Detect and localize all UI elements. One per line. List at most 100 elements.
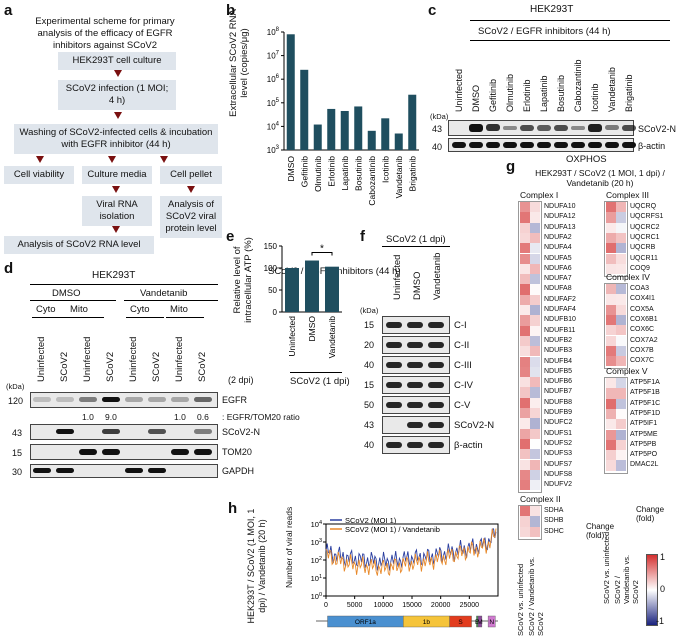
heatmap-cell — [616, 212, 626, 223]
h-ytick-label: 100 — [311, 592, 322, 601]
heatmap-cell — [616, 460, 626, 471]
e-category-label: Uninfected — [287, 316, 297, 357]
panel-f-band — [386, 442, 402, 448]
panel-c-band-actin — [571, 142, 585, 148]
panel-f-label: SCoV2-N — [454, 420, 495, 431]
gene-label: COX7C — [630, 357, 655, 365]
heatmap-cell — [520, 202, 530, 213]
panel-d-label-gapdh: GAPDH — [222, 466, 255, 476]
gene-label: NDUFS7 — [544, 460, 573, 468]
panel-g-letter: g — [506, 158, 516, 175]
gene-label: NDUFA5 — [544, 254, 572, 262]
gene-label: NDUFB10 — [544, 316, 576, 324]
heatmap-cell — [606, 304, 616, 315]
panel-d-band-n — [194, 429, 212, 434]
panel-d-band-egfr — [56, 397, 74, 402]
gene-label: NDUFA8 — [544, 285, 572, 293]
heatmap-cell — [606, 222, 616, 233]
panel-g-complex1-frame — [518, 201, 542, 494]
gene-label: NDUFA6 — [544, 264, 572, 272]
panel-c-band-n — [622, 124, 636, 131]
heatmap-cell — [530, 202, 540, 213]
panel-f-label: C-V — [454, 400, 471, 411]
arrow-icon — [112, 226, 120, 233]
panel-d-lane-label: Uninfected — [82, 336, 93, 382]
panel-d-fraction-line — [32, 317, 70, 318]
heatmap-cell — [520, 526, 530, 537]
h-xtick-label: 0 — [324, 602, 328, 609]
panel-d-band-gapdh — [56, 468, 74, 473]
panel-d-fraction-label: Mito — [70, 304, 88, 315]
gene-label: SDHB — [544, 517, 564, 525]
panel-c-band-actin — [503, 142, 517, 148]
gene-label: UQCRFS1 — [630, 213, 664, 221]
gene-label: NDUFV2 — [544, 481, 573, 489]
heatmap-cell — [520, 325, 530, 336]
e-bar — [305, 260, 319, 312]
panel-g-title: OXPHOS — [566, 154, 607, 165]
heatmap-cell — [606, 378, 616, 389]
heatmap-cell — [530, 449, 540, 460]
panel-f-band — [407, 382, 423, 388]
panel-d-mw-120: 120 — [8, 396, 24, 406]
arrow-icon — [112, 186, 120, 193]
step-pellet: Cell pellet — [160, 166, 222, 184]
panel-f-lane-label: Uninfected — [392, 254, 403, 300]
step-viability: Cell viability — [4, 166, 74, 184]
gene-label: NDUFA7 — [544, 275, 572, 283]
heatmap-cell — [520, 263, 530, 275]
panel-h-ylabel: Number of viral reads — [284, 506, 294, 588]
panel-g-complex4-name: Complex IV — [606, 272, 650, 282]
panel-c-cell: HEK293T — [530, 4, 574, 15]
panel-f-band — [407, 322, 423, 328]
panel-g-subtitle: HEK293T / SCoV2 (1 MOI, 1 dpi) / Vandeta… — [535, 168, 665, 188]
panel-c-band-actin — [486, 142, 500, 148]
heatmap-cell — [616, 336, 626, 346]
b-bar — [313, 124, 322, 150]
panel-c-band-n — [588, 124, 602, 132]
heatmap-cell — [616, 325, 626, 336]
step-media: Culture media — [82, 166, 152, 184]
heatmap-cell — [520, 243, 530, 254]
panel-d-blot-n — [30, 424, 218, 440]
b-bar — [408, 94, 417, 150]
gene-label: ATP5PO — [630, 451, 658, 459]
panel-e-chart: 0 50 100 150 Uninfected DMSO Vandetanib * — [264, 242, 342, 358]
h-genome-label: M — [477, 619, 482, 626]
gene-label: COX6C — [630, 326, 655, 334]
gene-label: UQCRB — [630, 244, 656, 252]
panel-c-lane-label: Cabozantinib — [573, 59, 583, 112]
gene-label: ATP5F1C — [630, 399, 661, 407]
panel-c-lane-label: Erlotinib — [522, 79, 532, 112]
heatmap-cell — [530, 397, 540, 408]
b-category-label: Brigatinib — [407, 156, 417, 192]
panel-f-band — [428, 342, 444, 348]
panel-d-fraction-label: Cyto — [130, 304, 150, 315]
panel-d-band-tom20 — [194, 449, 212, 455]
h-series-line — [325, 528, 497, 576]
panel-g-complex3-name: Complex III — [606, 190, 649, 200]
h-genome-label: E — [475, 619, 480, 626]
heatmap-cell — [530, 387, 540, 398]
gene-label: ATP5F1A — [630, 379, 660, 386]
heatmap-cell — [606, 284, 616, 295]
heatmap-cell — [530, 469, 540, 481]
heatmap-cell — [616, 232, 626, 244]
panel-f-band — [407, 342, 423, 348]
heatmap-cell — [606, 294, 616, 305]
panel-c-band-n — [486, 124, 500, 132]
panel-d-group-dmso: DMSO — [52, 288, 81, 299]
panel-c-band-n — [554, 124, 568, 131]
panel-g-col-label-2: SCoV2 / Vandetanib vs. SCoV2 — [527, 556, 545, 636]
heatmap-cell — [520, 506, 530, 517]
heatmap-cell — [530, 305, 540, 316]
panel-d-ratio: 1.0 — [174, 412, 186, 422]
gene-label: NDUFB9 — [544, 409, 573, 416]
h-genome-segment — [477, 615, 483, 628]
h-xtick-label: 10000 — [374, 602, 394, 609]
heatmap-cell — [520, 516, 530, 527]
panel-d-label-egfr: EGFR — [222, 395, 248, 405]
b-bar — [354, 106, 363, 150]
panel-f-lane-label: DMSO — [412, 271, 423, 301]
panel-c-band-n — [520, 124, 534, 131]
